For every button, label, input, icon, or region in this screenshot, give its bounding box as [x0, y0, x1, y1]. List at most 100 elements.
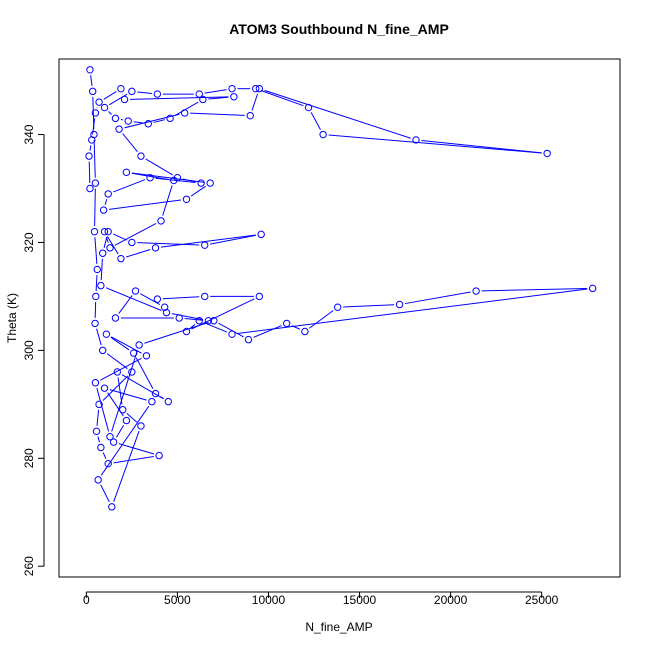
- series-segment: [88, 161, 91, 184]
- x-tick-label: 5000: [164, 593, 191, 607]
- data-point: [395, 300, 404, 309]
- data-point: [95, 400, 103, 409]
- series-segment: [104, 199, 108, 205]
- series-segment: [100, 484, 110, 503]
- data-point: [100, 384, 109, 392]
- data-point: [412, 136, 420, 144]
- plot-area: [85, 66, 597, 511]
- data-point: [199, 95, 207, 104]
- series-segment: [137, 91, 152, 94]
- x-tick-label: 20000: [434, 593, 468, 607]
- data-point: [94, 476, 102, 484]
- series-segment: [100, 258, 103, 281]
- data-point: [135, 341, 143, 349]
- series-segment: [133, 121, 143, 124]
- data-point: [88, 136, 96, 144]
- series-segment: [100, 357, 142, 381]
- data-point: [588, 284, 597, 293]
- data-point: [85, 152, 93, 160]
- data-point: [137, 422, 145, 430]
- data-point: [115, 125, 123, 133]
- data-point: [472, 287, 480, 295]
- data-point: [128, 87, 136, 96]
- y-tick-label: 340: [22, 124, 36, 144]
- data-point: [197, 179, 205, 187]
- data-point: [128, 238, 136, 247]
- series-segment: [126, 249, 151, 258]
- data-point: [109, 438, 118, 446]
- data-point: [119, 406, 127, 414]
- series-segment: [109, 199, 182, 210]
- data-point: [146, 174, 154, 182]
- data-point: [151, 389, 160, 398]
- data-point: [128, 368, 136, 376]
- data-point: [246, 111, 254, 120]
- data-point: [120, 95, 129, 104]
- series-segment: [118, 443, 155, 455]
- data-point: [304, 103, 313, 112]
- x-tick-label: 10000: [252, 593, 286, 607]
- series-segment: [153, 119, 165, 123]
- series-segment: [105, 236, 109, 243]
- series-segment: [171, 313, 204, 321]
- data-point: [543, 149, 551, 158]
- series-segment: [109, 389, 147, 401]
- data-point: [173, 174, 182, 182]
- series-segment: [97, 436, 100, 443]
- data-point: [91, 109, 100, 117]
- y-axis-label: Theta (K): [5, 293, 19, 343]
- data-point: [91, 379, 100, 387]
- series-segment: [113, 455, 154, 464]
- series-segment: [208, 96, 229, 100]
- data-point: [164, 397, 172, 406]
- data-point: [160, 303, 169, 311]
- data-point: [102, 330, 111, 338]
- data-point: [129, 349, 138, 357]
- data-point: [157, 217, 165, 225]
- data-point: [86, 184, 94, 193]
- data-point: [113, 368, 121, 376]
- data-point: [144, 120, 152, 128]
- y-axis: 260 280 300 320 340: [22, 124, 45, 576]
- series-segment: [121, 374, 164, 400]
- series-segment: [110, 336, 130, 351]
- series-segment: [343, 304, 395, 308]
- series-segment: [218, 322, 244, 338]
- series-segment: [94, 188, 96, 227]
- series-segment: [130, 96, 229, 100]
- series-segment: [159, 396, 164, 400]
- data-point: [90, 227, 99, 236]
- data-point: [122, 416, 131, 425]
- data-point: [88, 87, 97, 96]
- series-segment: [135, 357, 154, 389]
- data-point: [142, 352, 151, 360]
- data-point: [333, 303, 342, 311]
- series-segment: [90, 75, 93, 86]
- data-point: [97, 281, 105, 290]
- series-segment: [191, 298, 255, 330]
- series-segment: [328, 134, 542, 154]
- data-point: [282, 319, 291, 328]
- series-segment: [89, 145, 92, 151]
- data-point: [106, 433, 114, 441]
- data-point: [201, 292, 209, 301]
- data-point: [91, 319, 99, 328]
- series-segment: [237, 288, 588, 334]
- x-axis-label: N_fine_AMP: [305, 620, 372, 634]
- data-point: [148, 397, 156, 406]
- data-point: [86, 66, 94, 74]
- data-point: [255, 84, 264, 93]
- series-segment: [160, 234, 256, 248]
- data-point: [155, 451, 163, 460]
- series-segment: [251, 93, 259, 111]
- data-point: [111, 114, 120, 123]
- data-point: [153, 295, 162, 303]
- series-segment: [113, 179, 146, 193]
- data-point: [180, 109, 189, 117]
- series-segment: [95, 274, 98, 291]
- series-segment: [126, 413, 138, 423]
- series-segment: [96, 409, 100, 426]
- data-point: [257, 230, 265, 239]
